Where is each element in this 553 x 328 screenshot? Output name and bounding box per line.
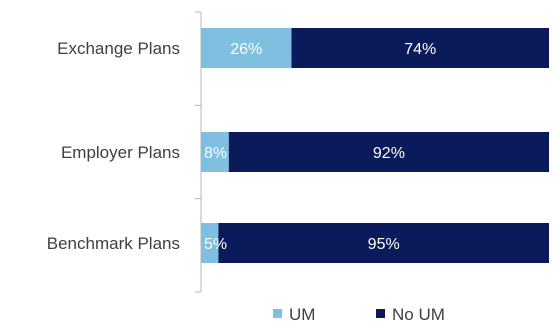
bar-segment-no-um — [218, 223, 549, 263]
category-label: Benchmark Plans — [47, 234, 180, 253]
category-label: Employer Plans — [61, 143, 180, 162]
bar-segment-um — [201, 223, 219, 263]
y-axis — [195, 11, 202, 293]
data-label: 95% — [368, 236, 400, 253]
category-label: Exchange Plans — [57, 39, 180, 58]
data-label: 5% — [204, 236, 227, 253]
data-label: 74% — [404, 41, 436, 58]
data-label: 92% — [373, 145, 405, 162]
bar-segment-no-um — [228, 132, 549, 172]
bars — [201, 28, 549, 263]
legend-label: UM — [289, 305, 315, 324]
bar-segment-um — [201, 28, 292, 68]
data-label: 8% — [204, 145, 227, 162]
legend-swatch — [273, 309, 282, 318]
bar-segment-um — [201, 132, 229, 172]
legend-swatch — [376, 309, 385, 318]
legend-label: No UM — [392, 305, 445, 324]
legend: UM No UM — [273, 305, 445, 324]
data-label: 26% — [230, 41, 262, 58]
bar-segment-no-um — [291, 28, 549, 68]
category-labels: Exchange Plans Employer Plans Benchmark Pl… — [47, 39, 180, 253]
data-labels: 26% 74% 8% 92% 5% 95% — [204, 41, 436, 253]
